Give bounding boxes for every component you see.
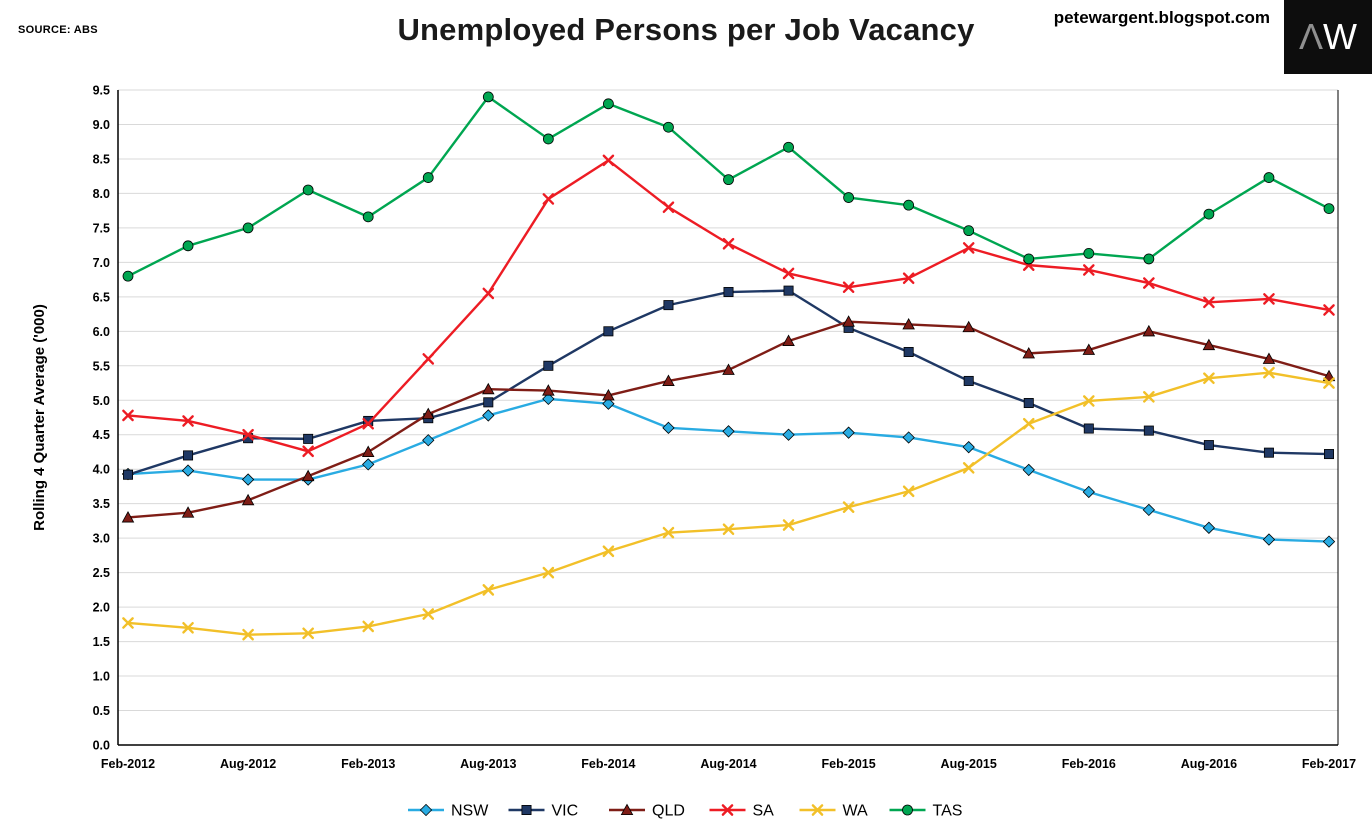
legend-item-WA: WA	[799, 803, 869, 820]
logo-glyph-a: Λ	[1298, 16, 1324, 57]
legend-item-SA: SA	[709, 803, 775, 820]
y-tick-label: 2.0	[93, 601, 110, 615]
legend-label-NSW: NSW	[451, 803, 489, 820]
series-QLD	[121, 315, 1336, 523]
y-tick-label: 9.5	[93, 84, 110, 98]
website-credit: petewargent.blogspot.com	[1053, 8, 1270, 27]
y-tick-label: 0.0	[93, 739, 110, 753]
source-label: SOURCE: ABS	[18, 24, 98, 36]
y-tick-label: 9.0	[93, 118, 110, 132]
y-tick-label: 4.5	[93, 428, 110, 442]
legend-label-TAS: TAS	[933, 803, 963, 820]
y-tick-label: 7.5	[93, 221, 110, 235]
series-VIC-line	[126, 289, 1331, 476]
y-tick-label: 3.5	[93, 497, 110, 511]
x-tick-label: Aug-2016	[1181, 757, 1237, 771]
legend-label-WA: WA	[843, 803, 869, 820]
legend-item-VIC: VIC	[508, 803, 579, 820]
y-tick-label: 1.0	[93, 670, 110, 684]
legend-item-QLD: QLD	[609, 803, 685, 820]
y-tick-label: 3.0	[93, 532, 110, 546]
x-tick-label: Feb-2013	[341, 757, 395, 771]
y-tick-label: 5.0	[93, 394, 110, 408]
y-tick-label: 1.5	[93, 635, 110, 649]
x-tick-label: Feb-2012	[101, 757, 155, 771]
x-tick-label: Feb-2015	[821, 757, 875, 771]
series-SA	[122, 154, 1335, 458]
y-tick-label: 6.0	[93, 325, 110, 339]
series-VIC	[123, 285, 1335, 480]
series-QLD-line	[126, 320, 1331, 519]
y-tick-label: 8.5	[93, 152, 110, 166]
y-tick-label: 2.5	[93, 566, 110, 580]
x-tick-label: Aug-2013	[460, 757, 516, 771]
y-tick-label: 7.0	[93, 256, 110, 270]
x-tick-label: Aug-2012	[220, 757, 276, 771]
y-tick-label: 5.5	[93, 359, 110, 373]
legend-label-QLD: QLD	[652, 803, 685, 820]
x-tick-label: Feb-2017	[1302, 757, 1356, 771]
y-tick-label: 0.5	[93, 704, 110, 718]
y-tick-label: 8.0	[93, 187, 110, 201]
series-NSW	[121, 392, 1336, 548]
series-WA	[122, 366, 1335, 641]
series-SA-line	[126, 159, 1331, 453]
y-tick-label: 4.0	[93, 463, 110, 477]
logo-glyph-w: W	[1323, 16, 1358, 57]
legend-label-VIC: VIC	[552, 803, 579, 820]
series-TAS	[122, 91, 1335, 282]
legend-item-NSW: NSW	[408, 803, 489, 820]
page-title: Unemployed Persons per Job Vacancy	[397, 12, 975, 47]
x-tick-label: Aug-2014	[700, 757, 756, 771]
x-tick-label: Feb-2016	[1062, 757, 1116, 771]
x-tick-label: Feb-2014	[581, 757, 635, 771]
legend-label-SA: SA	[753, 803, 775, 820]
y-axis-title: Rolling 4 Quarter Average ('000)	[31, 304, 48, 531]
x-tick-label: Aug-2015	[941, 757, 997, 771]
y-tick-label: 6.5	[93, 290, 110, 304]
legend-item-TAS: TAS	[889, 803, 963, 820]
